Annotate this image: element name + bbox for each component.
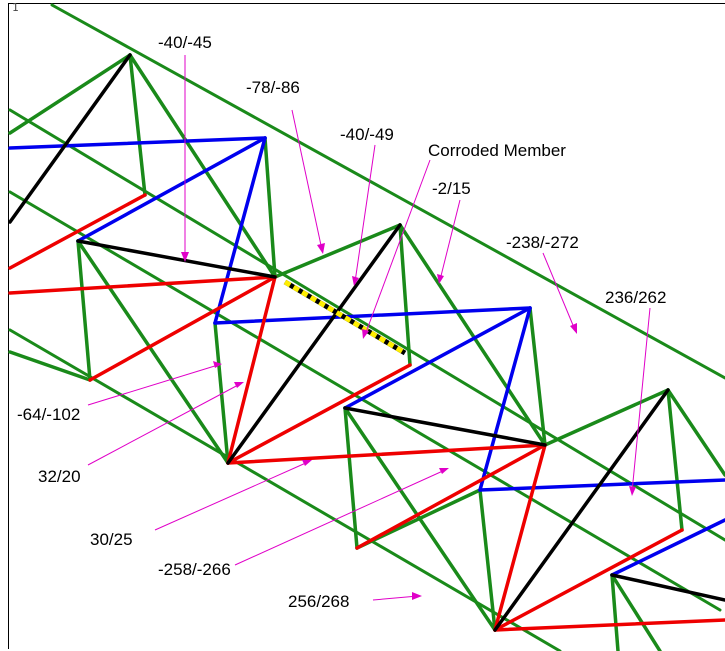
leader-l10 — [154, 461, 309, 531]
black-members — [8, 53, 725, 632]
leader-l9 — [87, 383, 241, 466]
leader-l6 — [542, 252, 576, 331]
label-l10: 30/25 — [90, 530, 133, 549]
top-chord — [50, 3, 725, 380]
force-labels: -40/-45 -78/-86 -40/-49 Corroded Member … — [17, 33, 666, 611]
leader-l5 — [439, 199, 461, 281]
viewport-number: 1 — [12, 1, 19, 14]
upper-mid-chord — [8, 108, 725, 542]
label-l8: -64/-102 — [17, 405, 80, 424]
viewport-frame — [8, 3, 725, 649]
leader-lines — [87, 55, 651, 601]
bottom-chord — [8, 328, 562, 651]
leader-l7 — [631, 307, 651, 493]
leader-l2 — [291, 109, 323, 251]
label-l11: -258/-266 — [158, 560, 231, 579]
red-members — [8, 193, 725, 632]
leader-arrowheads — [181, 243, 636, 600]
leader-l4 — [364, 159, 431, 336]
label-l5: -2/15 — [432, 179, 471, 198]
label-l7: 236/262 — [605, 288, 666, 307]
chord-members — [8, 3, 725, 651]
leader-l3 — [354, 144, 376, 283]
label-corroded-member: Corroded Member — [428, 141, 566, 160]
leader-l8 — [87, 364, 219, 406]
lower-mid-chord — [8, 190, 722, 612]
label-l9: 32/20 — [38, 467, 81, 486]
blue-members — [8, 136, 725, 577]
label-l3: -40/-49 — [340, 125, 394, 144]
corroded-member[interactable] — [283, 279, 407, 356]
label-l2: -78/-86 — [246, 78, 300, 97]
label-l12: 256/268 — [288, 592, 349, 611]
label-l1: -40/-45 — [158, 33, 212, 52]
web-members — [8, 53, 725, 651]
leader-l11 — [234, 469, 446, 566]
label-l6: -238/-272 — [506, 233, 579, 252]
leader-l12 — [372, 595, 419, 601]
